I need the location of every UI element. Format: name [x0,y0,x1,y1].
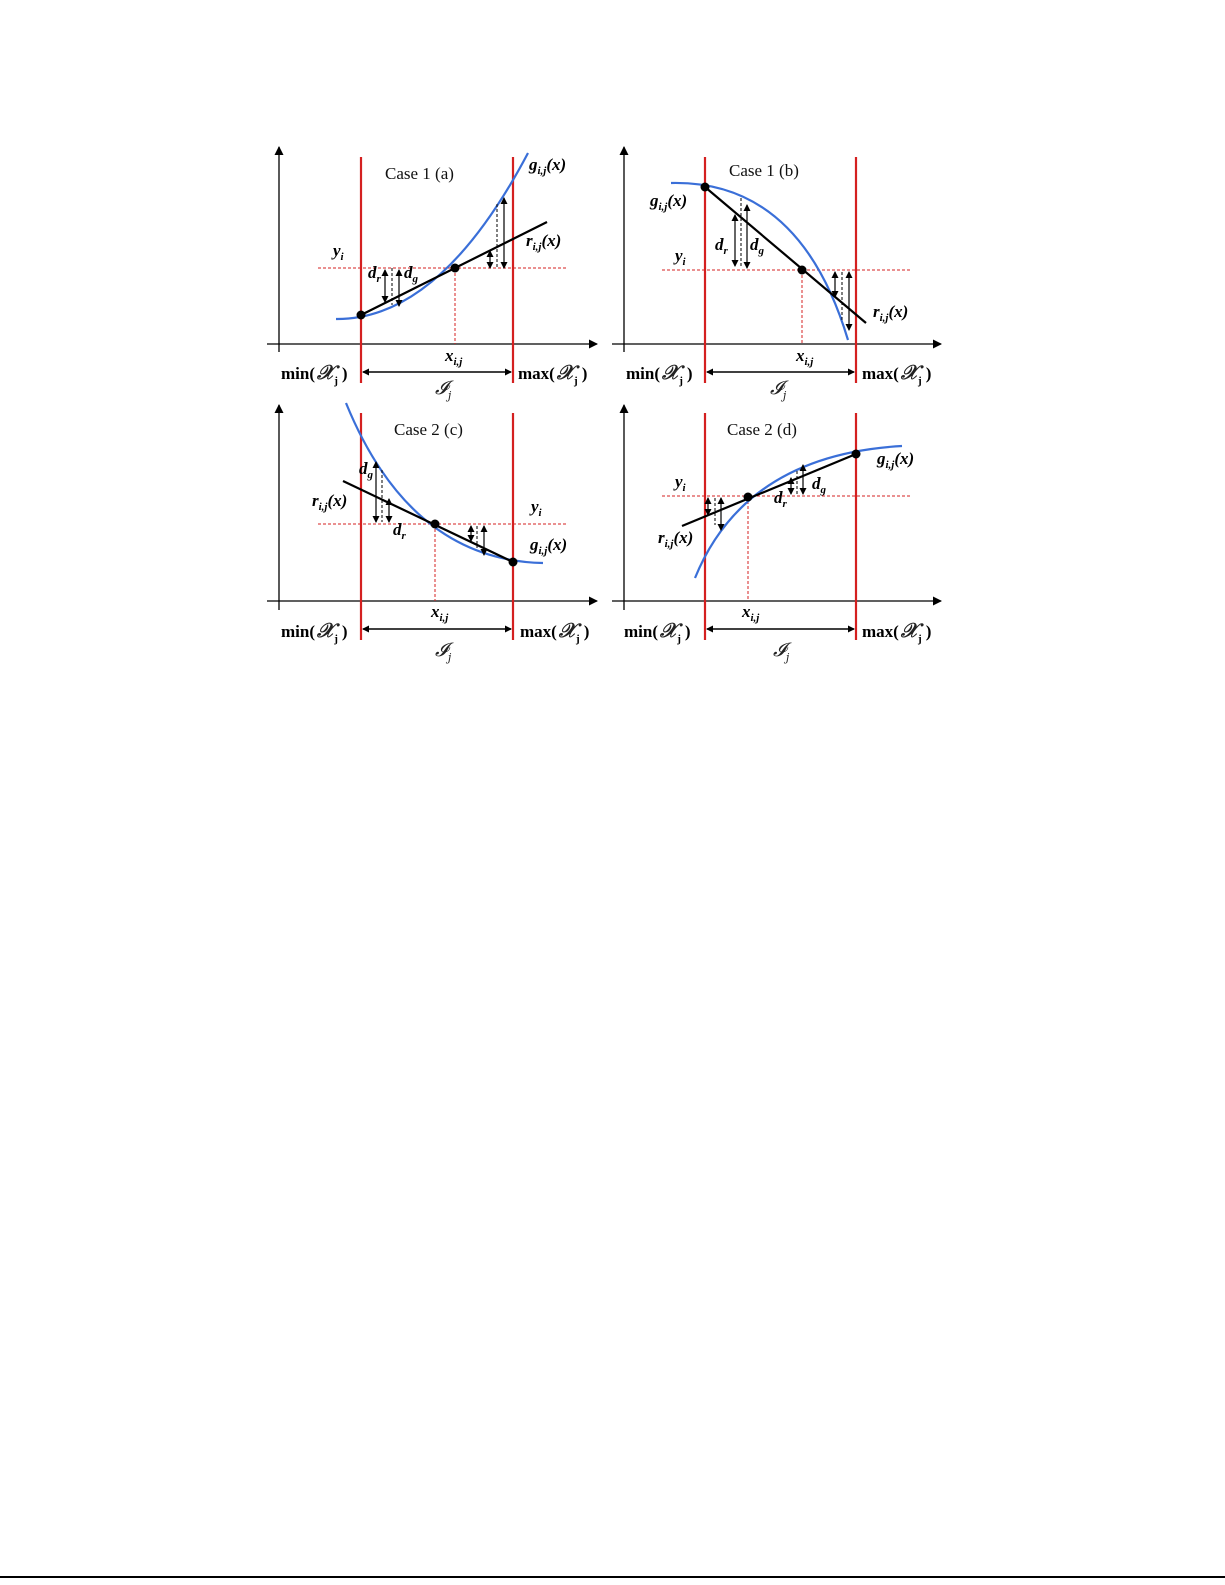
r-label: ri,j(x) [658,528,693,550]
interval-label: 𝓘j [435,639,454,664]
xij-label: xi,j [795,346,814,368]
dr-label: dr [368,263,382,285]
r-label: ri,j(x) [312,491,347,513]
panel-a: Case 1 (a) gi,j(x) ri,j(x) yi xi,j dr dg… [267,146,598,402]
panel-title: Case 1 (a) [385,164,454,183]
page-bottom-rule [0,1576,1225,1578]
point-right [508,557,518,567]
point-center [430,519,440,529]
r-label: ri,j(x) [873,302,908,324]
point-center [450,263,460,273]
r-line [681,452,857,528]
dg-label: dg [359,459,374,481]
point-center [743,492,753,502]
r-line [704,186,867,324]
g-curve [670,181,850,341]
point-center [797,265,807,275]
panel-title: Case 2 (c) [394,420,463,439]
yi-label: yi [529,497,543,519]
dr-label: dr [393,520,407,542]
interval-label: 𝓘j [770,377,789,402]
panel-title: Case 2 (d) [727,420,797,439]
xij-label: xi,j [741,602,760,624]
r-label: ri,j(x) [526,231,561,253]
g-label: gi,j(x) [876,449,914,471]
g-curve [693,444,903,579]
max-label: max(𝒳j) [862,618,931,645]
interval-label: 𝓘j [773,639,792,664]
panel-d: Case 2 (d) gi,j(x) ri,j(x) yi xi,j dr dg… [612,404,942,664]
max-label: max(𝒳j) [520,618,589,645]
g-label: gi,j(x) [529,535,567,557]
dr-label: dr [715,235,729,257]
point-left [356,310,366,320]
xij-label: xi,j [430,602,449,624]
min-label: min(𝒳j) [624,618,691,645]
panel-title: Case 1 (b) [729,161,799,180]
min-label: min(𝒳j) [626,360,693,387]
dg-label: dg [812,474,827,496]
min-label: min(𝒳j) [281,360,348,387]
xij-label: xi,j [444,346,463,368]
r-line [342,480,514,563]
interval-label: 𝓘j [435,377,454,402]
g-label: gi,j(x) [649,191,687,213]
dg-label: dg [404,263,419,285]
point-right [851,449,861,459]
min-label: min(𝒳j) [281,618,348,645]
yi-label: yi [331,241,345,263]
dg-label: dg [750,235,765,257]
max-label: max(𝒳j) [862,360,931,387]
panel-b: Case 1 (b) gi,j(x) ri,j(x) yi xi,j dr dg… [612,146,942,402]
dr-label: dr [774,488,788,510]
panel-c: Case 2 (c) gi,j(x) ri,j(x) yi xi,j dr dg… [267,402,598,664]
max-label: max(𝒳j) [518,360,587,387]
point-left [700,182,710,192]
yi-label: yi [673,246,687,268]
g-label: gi,j(x) [528,155,566,177]
yi-label: yi [673,472,687,494]
